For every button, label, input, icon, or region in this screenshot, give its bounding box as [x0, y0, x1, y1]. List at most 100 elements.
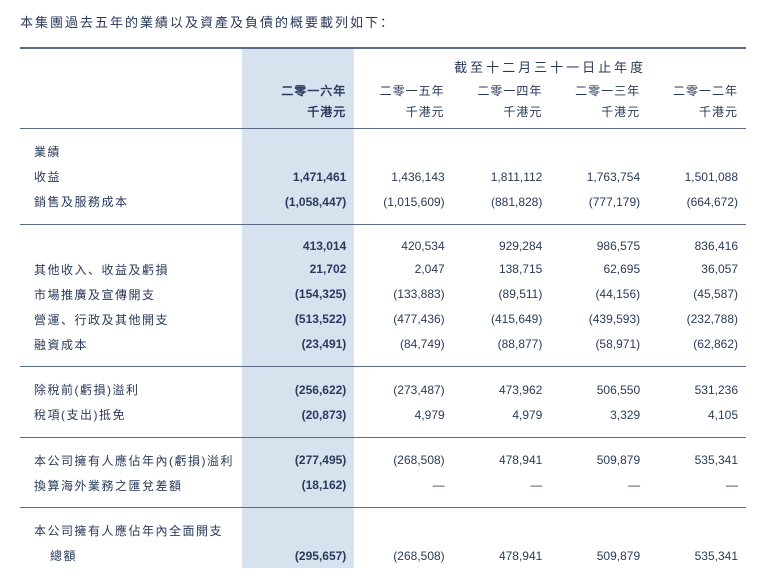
mkt-2012: (45,587)	[648, 282, 746, 307]
row-comprehensive-line1: 本公司擁有人應佔年內全面開支	[20, 518, 746, 543]
revenue-2016: 1,471,461	[242, 164, 354, 189]
pbt-2012: 531,236	[648, 377, 746, 402]
fin-label: 融資成本	[20, 332, 242, 357]
row-admin: 營運、行政及其他開支 (513,522) (477,436) (415,649)…	[20, 307, 746, 332]
row-tax: 稅項(支出)抵免 (20,873) 4,979 4,979 3,329 4,10…	[20, 402, 746, 427]
pbt-2015: (273,487)	[354, 377, 452, 402]
gross-label	[20, 235, 242, 257]
comp-2012: 535,341	[648, 543, 746, 568]
tax-2016: (20,873)	[242, 402, 354, 427]
intro-text: 本集團過去五年的業績以及資產及負債的概要載列如下：	[20, 12, 746, 31]
other-2015: 2,047	[354, 257, 452, 282]
other-2013: 62,695	[550, 257, 648, 282]
other-label: 其他收入、收益及虧損	[20, 257, 242, 282]
cos-2016: (1,058,447)	[242, 189, 354, 214]
revenue-label: 收益	[20, 164, 242, 189]
mkt-2014: (89,511)	[453, 282, 551, 307]
gross-2013: 986,575	[550, 235, 648, 257]
tax-2014: 4,979	[453, 402, 551, 427]
mkt-label: 市場推廣及宣傳開支	[20, 282, 242, 307]
fx-2013: —	[550, 473, 648, 498]
mkt-2016: (154,325)	[242, 282, 354, 307]
tax-2012: 4,105	[648, 402, 746, 427]
financial-table-wrap: 截至十二月三十一日止年度 二零一六年 二零一五年 二零一四年 二零一三年 二零一…	[20, 47, 746, 568]
admin-2013: (439,593)	[550, 307, 648, 332]
year-2014: 二零一四年	[453, 80, 551, 101]
fin-2013: (58,971)	[550, 332, 648, 357]
year-2013: 二零一三年	[550, 80, 648, 101]
tax-2013: 3,329	[550, 402, 648, 427]
row-finance-cost: 融資成本 (23,491) (84,749) (88,877) (58,971)…	[20, 332, 746, 357]
admin-2015: (477,436)	[354, 307, 452, 332]
mkt-2015: (133,883)	[354, 282, 452, 307]
fx-2012: —	[648, 473, 746, 498]
pbt-label: 除稅前(虧損)溢利	[20, 377, 242, 402]
other-2016: 21,702	[242, 257, 354, 282]
fx-2016: (18,162)	[242, 473, 354, 498]
unit-2016: 千港元	[242, 101, 354, 129]
comp-2014: 478,941	[453, 543, 551, 568]
fin-2016: (23,491)	[242, 332, 354, 357]
row-profit-before-tax: 除稅前(虧損)溢利 (256,622) (273,487) 473,962 50…	[20, 377, 746, 402]
fin-2014: (88,877)	[453, 332, 551, 357]
row-fx: 換算海外業務之匯兌差額 (18,162) — — — —	[20, 473, 746, 498]
year-2015: 二零一五年	[354, 80, 452, 101]
row-cost-of-sales: 銷售及服務成本 (1,058,447) (1,015,609) (881,828…	[20, 189, 746, 214]
row-results-header: 業績	[20, 139, 746, 164]
mkt-2013: (44,156)	[550, 282, 648, 307]
unit-2014: 千港元	[453, 101, 551, 129]
financial-table: 截至十二月三十一日止年度 二零一六年 二零一五年 二零一四年 二零一三年 二零一…	[20, 49, 746, 568]
cos-2013: (777,179)	[550, 189, 648, 214]
attr-2013: 509,879	[550, 448, 648, 473]
unit-2012: 千港元	[648, 101, 746, 129]
revenue-2013: 1,763,754	[550, 164, 648, 189]
attr-2015: (268,508)	[354, 448, 452, 473]
revenue-2012: 1,501,088	[648, 164, 746, 189]
fin-2012: (62,862)	[648, 332, 746, 357]
admin-2014: (415,649)	[453, 307, 551, 332]
attr-2014: 478,941	[453, 448, 551, 473]
row-revenue: 收益 1,471,461 1,436,143 1,811,112 1,763,7…	[20, 164, 746, 189]
tax-label: 稅項(支出)抵免	[20, 402, 242, 427]
other-2012: 36,057	[648, 257, 746, 282]
results-label: 業績	[20, 139, 242, 164]
fx-2015: —	[354, 473, 452, 498]
year-2012: 二零一二年	[648, 80, 746, 101]
pbt-2014: 473,962	[453, 377, 551, 402]
comp-2015: (268,508)	[354, 543, 452, 568]
admin-label: 營運、行政及其他開支	[20, 307, 242, 332]
comp-2016: (295,657)	[242, 543, 354, 568]
year-2016: 二零一六年	[242, 80, 354, 101]
row-other-income: 其他收入、收益及虧損 21,702 2,047 138,715 62,695 3…	[20, 257, 746, 282]
row-gross: 413,014 420,534 929,284 986,575 836,416	[20, 235, 746, 257]
fin-2015: (84,749)	[354, 332, 452, 357]
gross-2012: 836,416	[648, 235, 746, 257]
admin-2016: (513,522)	[242, 307, 354, 332]
cos-2014: (881,828)	[453, 189, 551, 214]
unit-2013: 千港元	[550, 101, 648, 129]
pbt-2016: (256,622)	[242, 377, 354, 402]
attr-label: 本公司擁有人應佔年內(虧損)溢利	[20, 448, 242, 473]
cos-2012: (664,672)	[648, 189, 746, 214]
comp2-label: 總額	[20, 543, 242, 568]
gross-2015: 420,534	[354, 235, 452, 257]
revenue-2014: 1,811,112	[453, 164, 551, 189]
gross-2016: 413,014	[242, 235, 354, 257]
row-marketing: 市場推廣及宣傳開支 (154,325) (133,883) (89,511) (…	[20, 282, 746, 307]
attr-2012: 535,341	[648, 448, 746, 473]
comp-2013: 509,879	[550, 543, 648, 568]
comp1-label: 本公司擁有人應佔年內全面開支	[20, 518, 242, 543]
revenue-2015: 1,436,143	[354, 164, 452, 189]
row-comprehensive-line2: 總額 (295,657) (268,508) 478,941 509,879 5…	[20, 543, 746, 568]
fx-2014: —	[453, 473, 551, 498]
gross-2014: 929,284	[453, 235, 551, 257]
unit-2015: 千港元	[354, 101, 452, 129]
pbt-2013: 506,550	[550, 377, 648, 402]
cos-label: 銷售及服務成本	[20, 189, 242, 214]
admin-2012: (232,788)	[648, 307, 746, 332]
cos-2015: (1,015,609)	[354, 189, 452, 214]
tax-2015: 4,979	[354, 402, 452, 427]
spanning-header: 截至十二月三十一日止年度	[354, 49, 746, 80]
other-2014: 138,715	[453, 257, 551, 282]
attr-2016: (277,495)	[242, 448, 354, 473]
